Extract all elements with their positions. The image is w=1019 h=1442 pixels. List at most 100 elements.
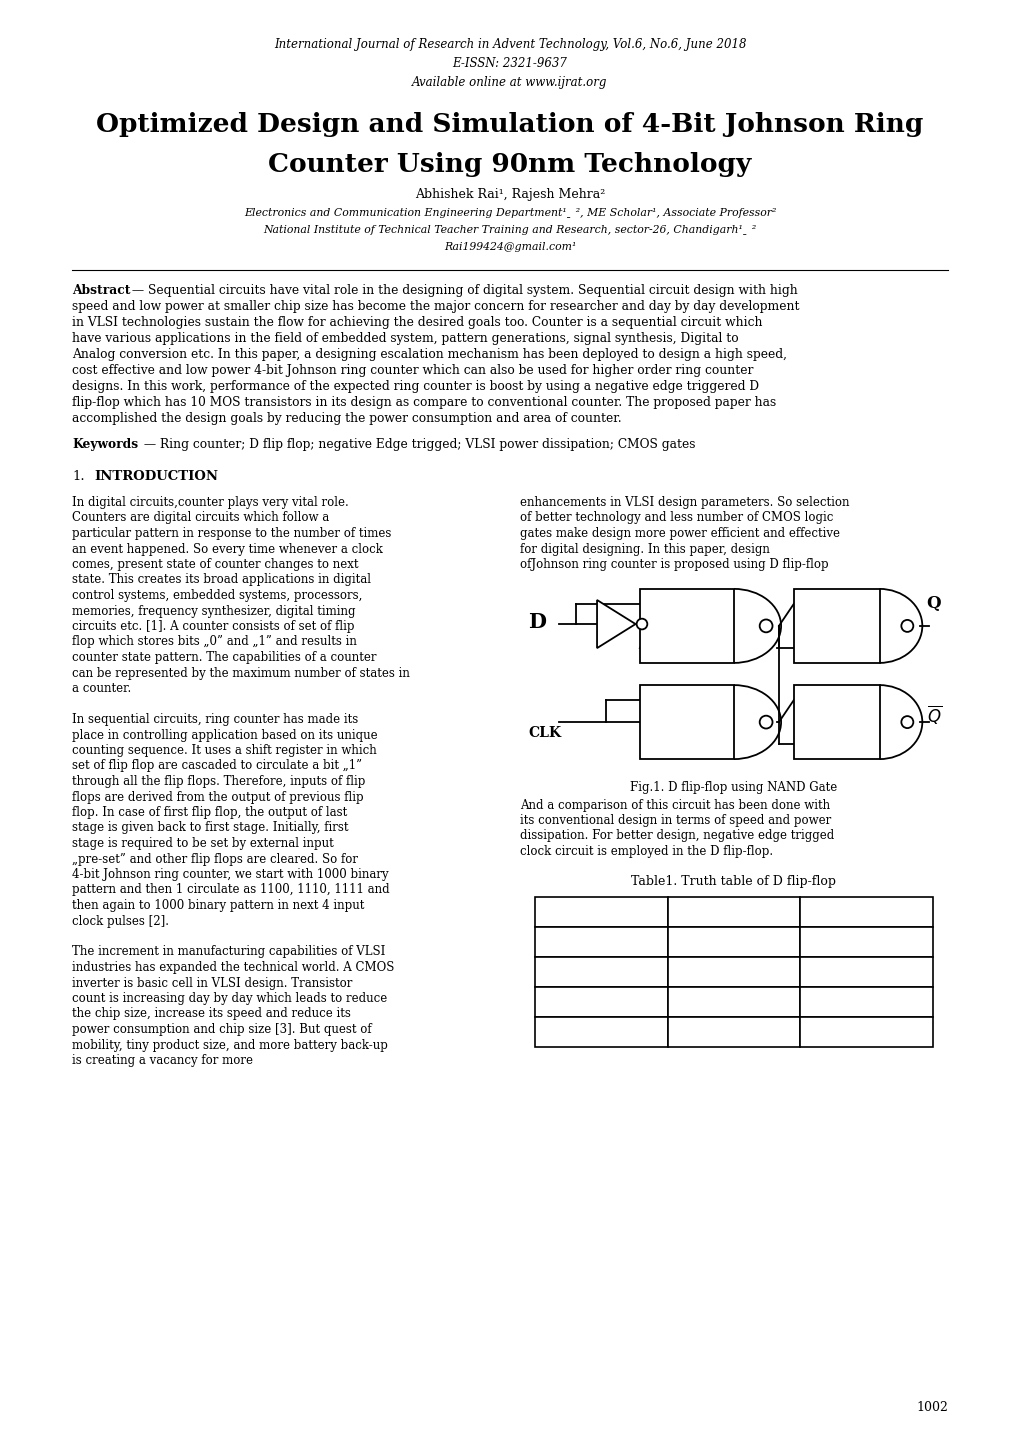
Text: accomplished the design goals by reducing the power consumption and area of coun: accomplished the design goals by reducin…: [72, 412, 621, 425]
Text: flops are derived from the output of previous flip: flops are derived from the output of pre…: [72, 790, 363, 803]
Text: And a comparison of this circuit has been done with: And a comparison of this circuit has bee…: [520, 799, 829, 812]
Text: CLK: CLK: [528, 727, 561, 740]
Bar: [535, 956, 667, 986]
Text: particular pattern in response to the number of times: particular pattern in response to the nu…: [72, 526, 391, 539]
Text: E-ISSN: 2321-9637: E-ISSN: 2321-9637: [452, 58, 567, 71]
Bar: [667, 956, 800, 986]
Text: then again to 1000 binary pattern in next 4 input: then again to 1000 binary pattern in nex…: [72, 898, 364, 911]
Text: for digital designing. In this paper, design: for digital designing. In this paper, de…: [520, 542, 769, 555]
Text: D: D: [727, 904, 740, 919]
Text: Keywords: Keywords: [72, 438, 138, 451]
Text: flop. In case of first flip flop, the output of last: flop. In case of first flip flop, the ou…: [72, 806, 346, 819]
Text: Q: Q: [925, 596, 941, 613]
Bar: [800, 897, 932, 927]
Bar: [800, 986, 932, 1017]
Text: 1: 1: [595, 994, 606, 1009]
Text: $\overline{Q}$: $\overline{Q}$: [925, 704, 941, 727]
Bar: [667, 986, 800, 1017]
Ellipse shape: [901, 717, 912, 728]
Text: ofJohnson ring counter is proposed using D flip-flop: ofJohnson ring counter is proposed using…: [520, 558, 827, 571]
Text: 0: 0: [595, 933, 606, 950]
Bar: [667, 927, 800, 956]
Text: count is increasing day by day which leads to reduce: count is increasing day by day which lea…: [72, 992, 387, 1005]
Text: flip-flop which has 10 MOS transistors in its design as compare to conventional : flip-flop which has 10 MOS transistors i…: [72, 397, 775, 410]
Text: comes, present state of counter changes to next: comes, present state of counter changes …: [72, 558, 358, 571]
Text: 1: 1: [860, 963, 871, 981]
Text: have various applications in the field of embedded system, pattern generations, : have various applications in the field o…: [72, 332, 738, 345]
Text: D: D: [528, 613, 546, 632]
Text: Available online at www.ijrat.org: Available online at www.ijrat.org: [412, 76, 607, 89]
Text: Analog conversion etc. In this paper, a designing escalation mechanism has been : Analog conversion etc. In this paper, a …: [72, 348, 787, 360]
Text: 1: 1: [728, 1022, 739, 1040]
Text: 0: 0: [728, 933, 739, 950]
Text: — Ring counter; D flip flop; negative Edge trigged; VLSI power dissipation; CMOS: — Ring counter; D flip flop; negative Ed…: [140, 438, 695, 451]
Text: flop which stores bits „0” and „1” and results in: flop which stores bits „0” and „1” and r…: [72, 636, 357, 649]
Text: gates make design more power efficient and effective: gates make design more power efficient a…: [520, 526, 840, 539]
Text: industries has expanded the technical world. A CMOS: industries has expanded the technical wo…: [72, 960, 394, 973]
Ellipse shape: [901, 620, 912, 632]
Text: stage is required to be set by external input: stage is required to be set by external …: [72, 836, 333, 849]
Text: Table1. Truth table of D flip-flop: Table1. Truth table of D flip-flop: [631, 874, 836, 887]
Bar: [535, 897, 667, 927]
Text: power consumption and chip size [3]. But quest of: power consumption and chip size [3]. But…: [72, 1022, 371, 1035]
Ellipse shape: [759, 620, 771, 633]
Bar: [535, 986, 667, 1017]
Text: Abhishek Rai¹, Rajesh Mehra²: Abhishek Rai¹, Rajesh Mehra²: [415, 187, 604, 200]
Text: The increment in manufacturing capabilities of VLSI: The increment in manufacturing capabilit…: [72, 946, 385, 959]
Bar: [800, 927, 932, 956]
Ellipse shape: [759, 715, 771, 728]
Text: 4-bit Johnson ring counter, we start with 1000 binary: 4-bit Johnson ring counter, we start wit…: [72, 868, 388, 881]
Text: of better technology and less number of CMOS logic: of better technology and less number of …: [520, 512, 833, 525]
Text: place in controlling application based on its unique: place in controlling application based o…: [72, 728, 377, 741]
Text: Fig.1. D flip-flop using NAND Gate: Fig.1. D flip-flop using NAND Gate: [630, 780, 837, 793]
Bar: [667, 897, 800, 927]
Text: In digital circuits,counter plays very vital role.: In digital circuits,counter plays very v…: [72, 496, 348, 509]
Text: cost effective and low power 4-bit Johnson ring counter which can also be used f: cost effective and low power 4-bit Johns…: [72, 363, 753, 376]
Text: 1.: 1.: [72, 470, 85, 483]
Text: clock circuit is employed in the D flip-flop.: clock circuit is employed in the D flip-…: [520, 845, 772, 858]
Text: enhancements in VLSI design parameters. So selection: enhancements in VLSI design parameters. …: [520, 496, 849, 509]
Bar: [800, 1017, 932, 1047]
Text: Counter Using 90nm Technology: Counter Using 90nm Technology: [268, 151, 751, 177]
Text: Q: Q: [594, 904, 607, 919]
Bar: [800, 956, 932, 986]
Text: 0: 0: [728, 994, 739, 1009]
Text: dissipation. For better design, negative edge trigged: dissipation. For better design, negative…: [520, 829, 834, 842]
Bar: [793, 685, 878, 758]
Text: circuits etc. [1]. A counter consists of set of flip: circuits etc. [1]. A counter consists of…: [72, 620, 355, 633]
Text: can be represented by the maximum number of states in: can be represented by the maximum number…: [72, 666, 410, 679]
Text: National Institute of Technical Teacher Training and Research, sector-26, Chandi: National Institute of Technical Teacher …: [263, 225, 756, 235]
Text: a counter.: a counter.: [72, 682, 131, 695]
Text: Rai199424@gmail.com¹: Rai199424@gmail.com¹: [443, 242, 576, 252]
Text: 1: 1: [728, 963, 739, 981]
Text: mobility, tiny product size, and more battery back-up: mobility, tiny product size, and more ba…: [72, 1038, 387, 1051]
Bar: [667, 1017, 800, 1047]
Polygon shape: [596, 600, 635, 647]
Text: 1: 1: [595, 1022, 606, 1040]
Text: is creating a vacancy for more: is creating a vacancy for more: [72, 1054, 253, 1067]
Text: „pre-set” and other flip flops are cleared. So for: „pre-set” and other flip flops are clear…: [72, 852, 358, 865]
Text: International Journal of Research in Advent Technology, Vol.6, No.6, June 2018: International Journal of Research in Adv…: [273, 37, 746, 50]
Bar: [639, 685, 734, 758]
Text: in VLSI technologies sustain the flow for achieving the desired goals too. Count: in VLSI technologies sustain the flow fo…: [72, 316, 762, 329]
Ellipse shape: [636, 619, 647, 629]
Text: control systems, embedded systems, processors,: control systems, embedded systems, proce…: [72, 588, 362, 601]
Bar: [793, 588, 878, 663]
Text: an event happened. So every time whenever a clock: an event happened. So every time wheneve…: [72, 542, 382, 555]
Text: In sequential circuits, ring counter has made its: In sequential circuits, ring counter has…: [72, 712, 358, 725]
Text: Counters are digital circuits which follow a: Counters are digital circuits which foll…: [72, 512, 329, 525]
Text: 1: 1: [860, 1022, 871, 1040]
Text: Abstract: Abstract: [72, 284, 130, 297]
Text: Electronics and Communication Engineering Department¹ˍ ², ME Scholar¹, Associate: Electronics and Communication Engineerin…: [244, 208, 775, 218]
Bar: [639, 588, 734, 663]
Text: stage is given back to first stage. Initially, first: stage is given back to first stage. Init…: [72, 822, 348, 835]
Text: its conventional design in terms of speed and power: its conventional design in terms of spee…: [520, 813, 830, 828]
Text: inverter is basic cell in VLSI design. Transistor: inverter is basic cell in VLSI design. T…: [72, 976, 352, 989]
Text: Optimized Design and Simulation of 4-Bit Johnson Ring: Optimized Design and Simulation of 4-Bit…: [96, 112, 923, 137]
Text: 1002: 1002: [915, 1402, 947, 1415]
Text: memories, frequency synthesizer, digital timing: memories, frequency synthesizer, digital…: [72, 604, 356, 617]
Bar: [535, 927, 667, 956]
Text: through all the flip flops. Therefore, inputs of flip: through all the flip flops. Therefore, i…: [72, 774, 365, 787]
Text: counter state pattern. The capabilities of a counter: counter state pattern. The capabilities …: [72, 650, 376, 663]
Text: INTRODUCTION: INTRODUCTION: [94, 470, 218, 483]
